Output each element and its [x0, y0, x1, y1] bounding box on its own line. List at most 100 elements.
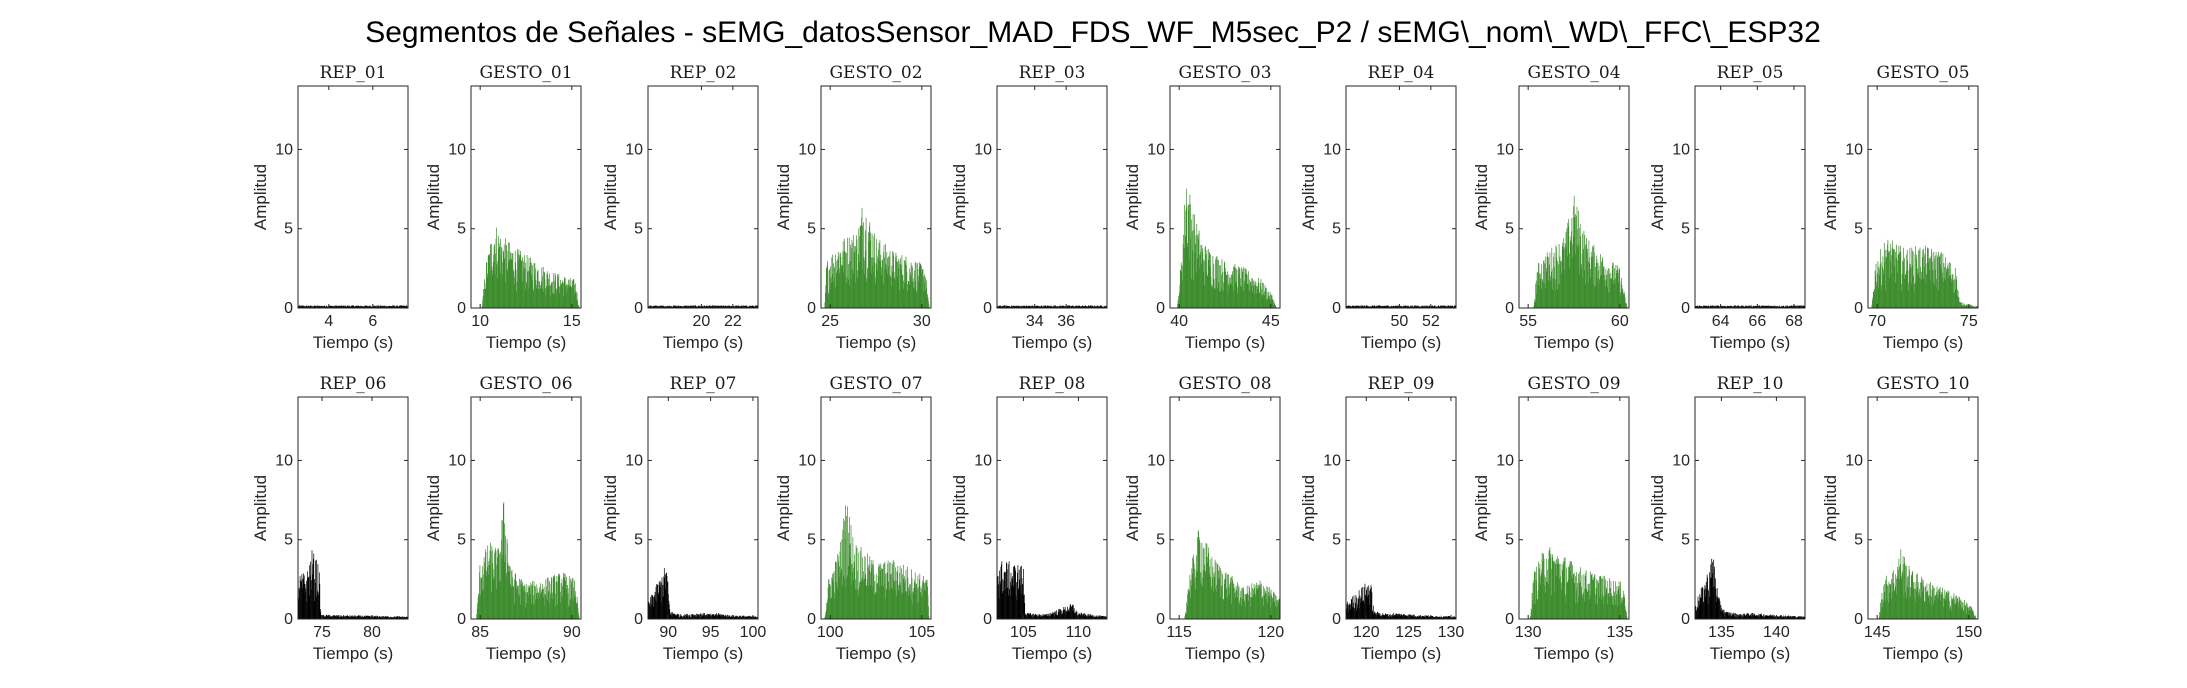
subplot-title: GESTO_01 [479, 63, 572, 83]
axes-box [470, 85, 582, 309]
y-tick-label: 5 [1505, 532, 1514, 549]
y-tick-label: 10 [1672, 452, 1690, 469]
y-axis-label: Amplitud [1821, 164, 1840, 230]
x-tick-label: 90 [659, 624, 677, 641]
y-tick-label: 5 [983, 221, 992, 238]
y-tick-label: 0 [1505, 300, 1514, 317]
x-tick-label: 80 [363, 624, 381, 641]
subplot-rep-10: 0 5 10 135 140 REP_10 Tiempo (s) Amplitud [1648, 374, 1806, 663]
subplot-rep-03: 0 5 10 34 36 REP_03 Tiempo (s) Amplitud [950, 63, 1108, 352]
y-tick-label: 5 [1156, 221, 1165, 238]
y-tick-label: 5 [807, 221, 816, 238]
y-axis-label: Amplitud [1472, 475, 1491, 541]
y-axis-label: Amplitud [601, 475, 620, 541]
y-tick-label: 0 [1505, 611, 1514, 628]
x-tick-label: 100 [817, 624, 844, 641]
subplot-gesto-06: 0 5 10 85 90 GESTO_06 Tiempo (s) Amplitud [424, 374, 582, 663]
x-axis-label: Tiempo (s) [1361, 644, 1442, 663]
x-axis-label: Tiempo (s) [1883, 333, 1964, 352]
x-tick-label: 100 [740, 624, 767, 641]
x-tick-label: 105 [908, 624, 935, 641]
y-tick-label: 0 [1681, 611, 1690, 628]
signal-series [1533, 196, 1628, 308]
x-tick-label: 25 [821, 313, 839, 330]
x-axis-label: Tiempo (s) [1710, 333, 1791, 352]
axes-box [1518, 396, 1630, 620]
signal-series [1177, 188, 1277, 308]
y-tick-label: 0 [1854, 300, 1863, 317]
figure-title: Segmentos de Señales - sEMG_datosSensor_… [365, 16, 1821, 49]
x-tick-label: 64 [1712, 313, 1730, 330]
axes-box [647, 396, 759, 620]
subplot-title: GESTO_04 [1527, 63, 1620, 83]
x-axis-label: Tiempo (s) [313, 644, 394, 663]
y-tick-label: 10 [625, 452, 643, 469]
axes-box [820, 85, 932, 309]
y-tick-label: 0 [1332, 611, 1341, 628]
y-tick-label: 0 [1681, 300, 1690, 317]
y-tick-label: 0 [983, 300, 992, 317]
signal-series [476, 502, 580, 619]
x-axis-label: Tiempo (s) [313, 333, 394, 352]
y-tick-label: 5 [1681, 532, 1690, 549]
y-axis-label: Amplitud [950, 475, 969, 541]
x-axis-label: Tiempo (s) [836, 333, 917, 352]
signal-series [1694, 558, 1806, 619]
subplot-gesto-02: 0 5 10 25 30 GESTO_02 Tiempo (s) Amplitud [774, 63, 932, 352]
axes-box [996, 396, 1108, 620]
y-tick-label: 0 [634, 300, 643, 317]
subplot-title: GESTO_08 [1178, 374, 1271, 394]
axes-box [1694, 85, 1806, 309]
subplot-title: REP_03 [1019, 63, 1086, 83]
subplot-title: REP_04 [1368, 63, 1435, 83]
x-tick-label: 52 [1422, 313, 1440, 330]
y-axis-label: Amplitud [1472, 164, 1491, 230]
x-axis-label: Tiempo (s) [1534, 333, 1615, 352]
x-tick-label: 105 [1010, 624, 1037, 641]
x-tick-label: 140 [1763, 624, 1790, 641]
x-tick-label: 75 [1960, 313, 1978, 330]
y-axis-label: Amplitud [251, 475, 270, 541]
subplot-gesto-07: 0 5 10 100 105 GESTO_07 Tiempo (s) Amplitud [774, 374, 935, 663]
x-tick-label: 34 [1026, 313, 1044, 330]
y-tick-label: 10 [448, 141, 466, 158]
y-tick-label: 5 [1156, 532, 1165, 549]
x-tick-label: 75 [313, 624, 331, 641]
y-tick-label: 10 [1672, 141, 1690, 158]
subplot-rep-08: 0 5 10 105 110 REP_08 Tiempo (s) Amplitud [950, 374, 1108, 663]
subplot-rep-02: 0 5 10 20 22 REP_02 Tiempo (s) Amplitud [601, 63, 759, 352]
subplot-rep-01: 0 5 10 4 6 REP_01 Tiempo (s) Amplitud [251, 63, 409, 352]
y-axis-label: Amplitud [1299, 475, 1318, 541]
y-tick-label: 5 [284, 532, 293, 549]
axes-box [470, 396, 582, 620]
y-tick-label: 10 [1147, 141, 1165, 158]
x-tick-label: 135 [1708, 624, 1735, 641]
signal-series [297, 550, 409, 619]
signal-series [481, 227, 580, 308]
subplot-title: REP_09 [1368, 374, 1435, 394]
signal-series [996, 561, 1108, 619]
subplot-rep-05: 0 5 10 64 66 68 REP_05 Tiempo (s) Amplitud [1648, 63, 1806, 352]
x-tick-label: 90 [563, 624, 581, 641]
y-tick-label: 10 [1496, 452, 1514, 469]
x-axis-label: Tiempo (s) [1185, 333, 1266, 352]
y-axis-label: Amplitud [424, 475, 443, 541]
y-tick-label: 5 [457, 221, 466, 238]
signal-series [1878, 549, 1977, 619]
y-axis-label: Amplitud [1648, 475, 1667, 541]
x-axis-label: Tiempo (s) [486, 333, 567, 352]
signal-series [1871, 239, 1979, 308]
axes-box [1518, 85, 1630, 309]
y-tick-label: 10 [1496, 141, 1514, 158]
y-tick-label: 0 [284, 611, 293, 628]
signal-series [1184, 530, 1281, 619]
y-axis-label: Amplitud [1123, 475, 1142, 541]
x-tick-label: 45 [1262, 313, 1280, 330]
x-tick-label: 40 [1170, 313, 1188, 330]
y-tick-label: 10 [1147, 452, 1165, 469]
x-tick-label: 130 [1438, 624, 1465, 641]
y-tick-label: 0 [1156, 300, 1165, 317]
signal-series [824, 207, 930, 308]
